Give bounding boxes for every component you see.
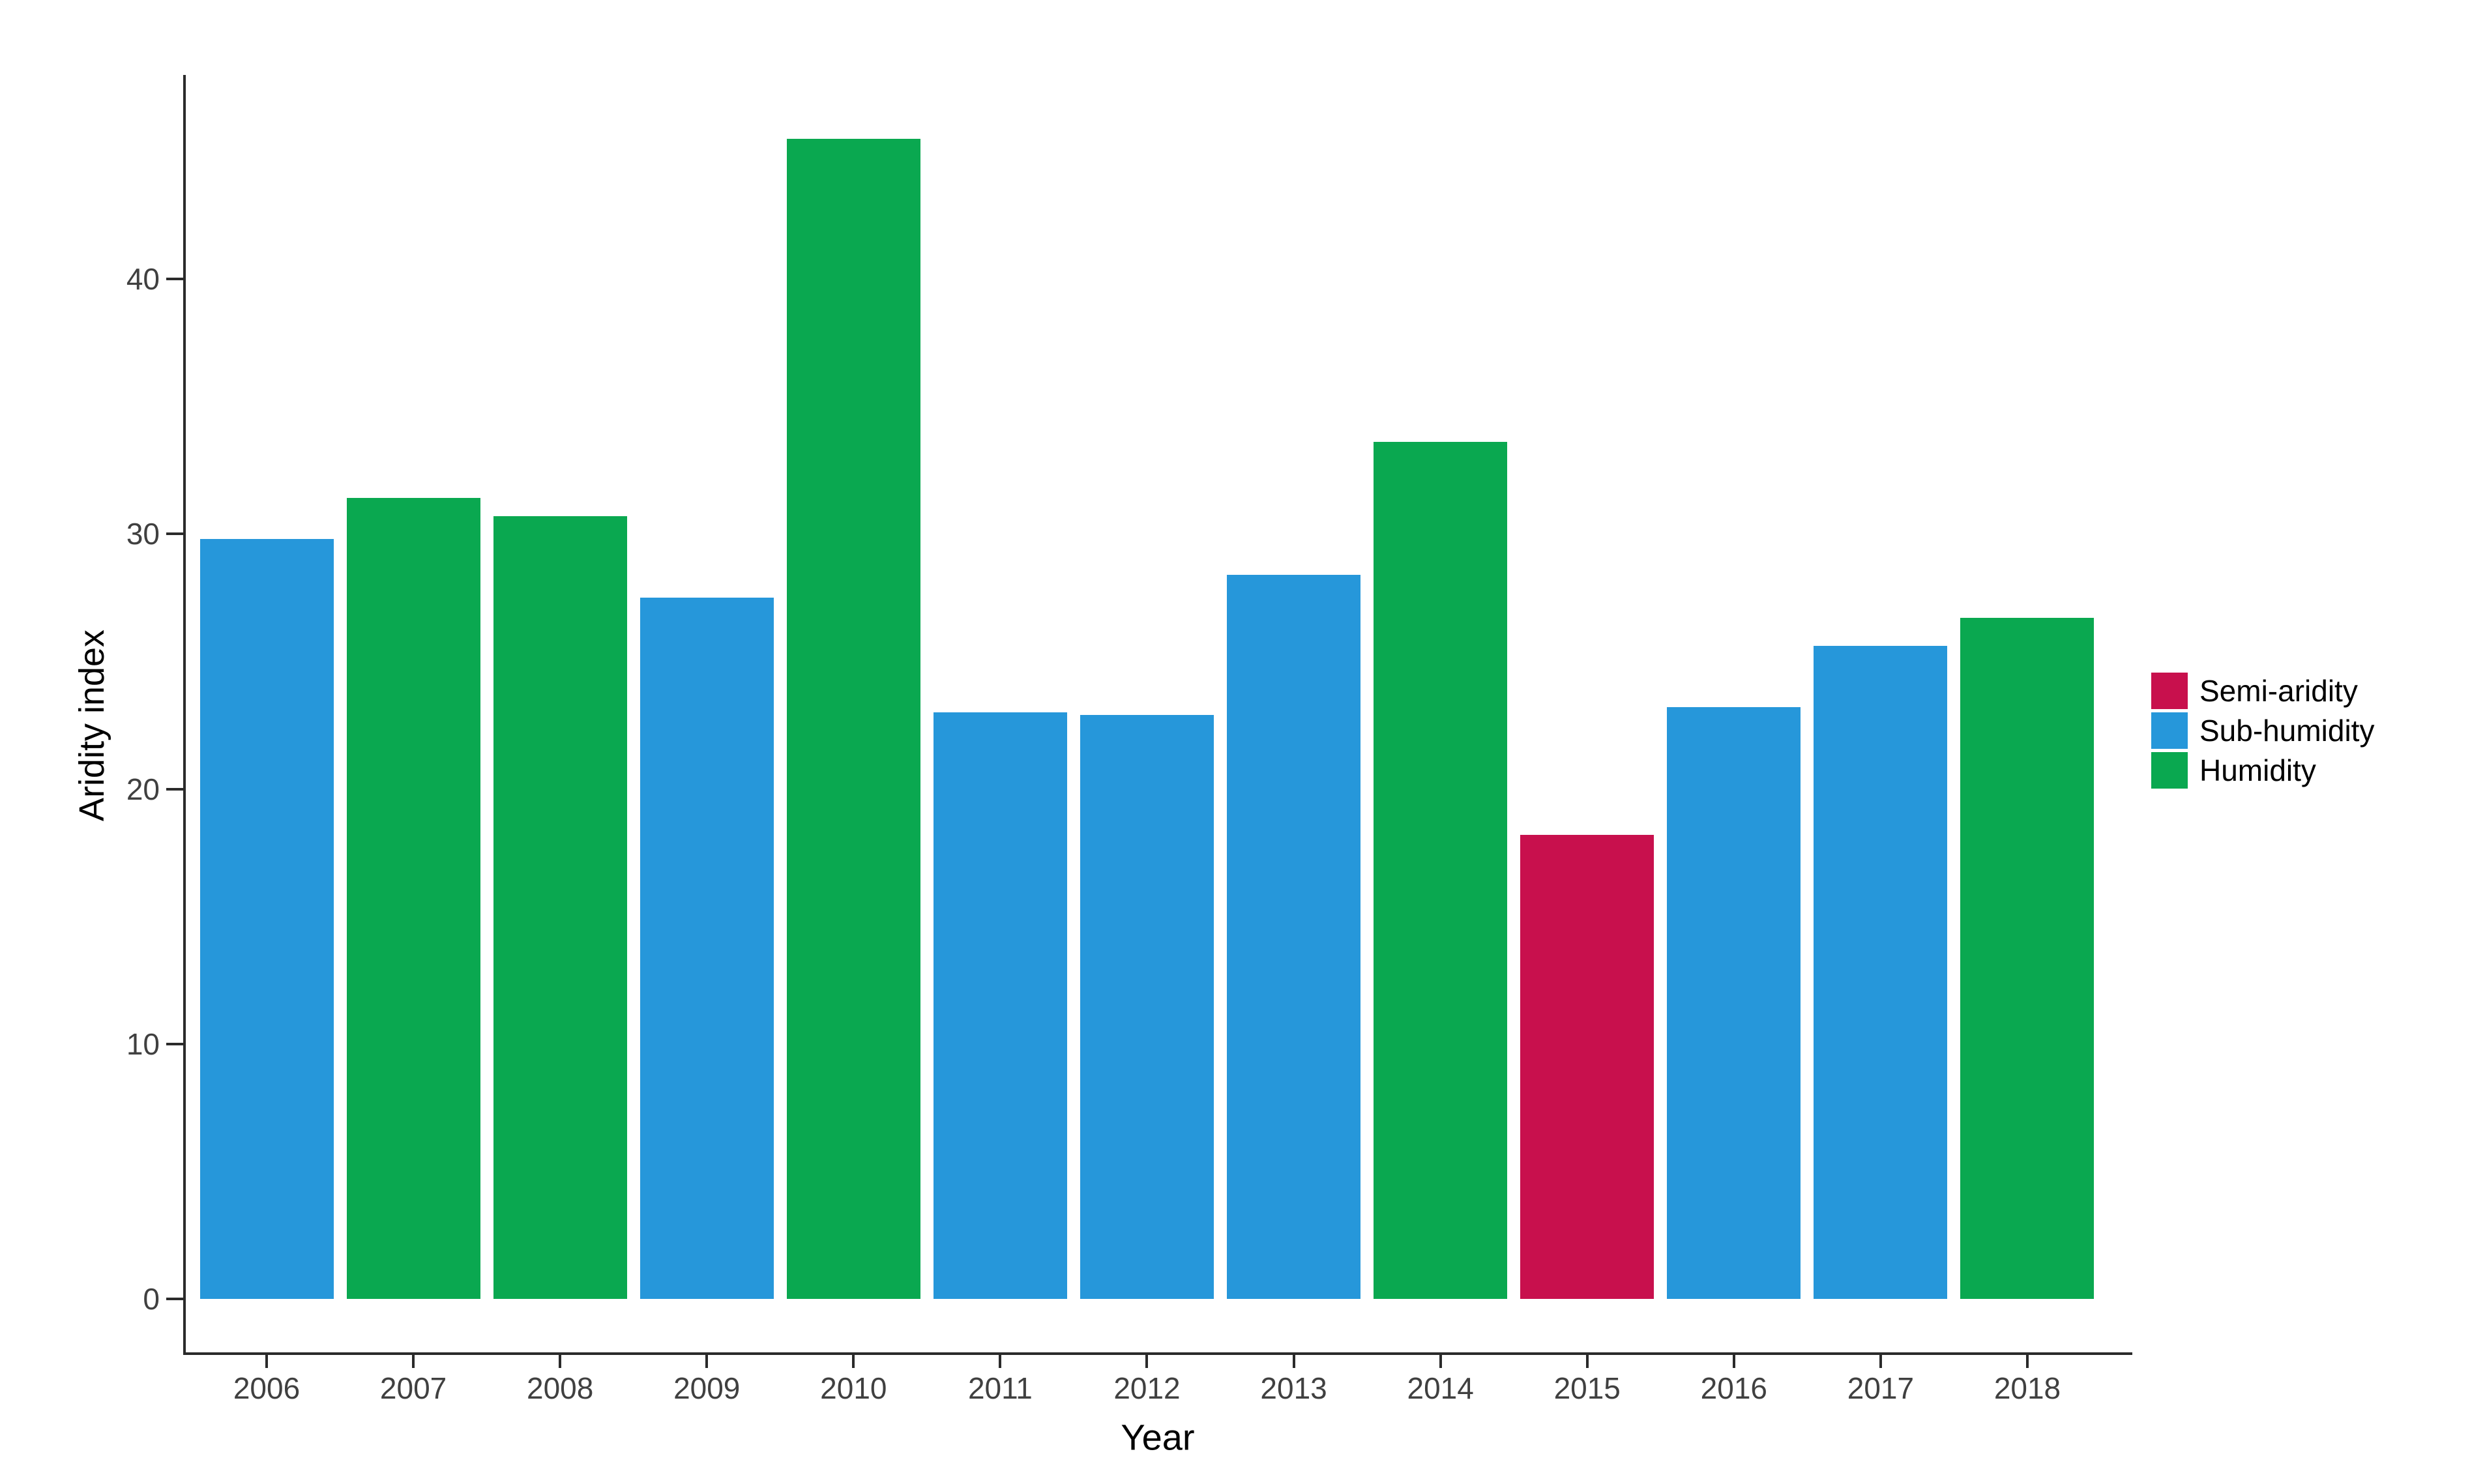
y-tick-label-0: 0 (143, 1282, 160, 1316)
x-tick-label-2012: 2012 (1113, 1371, 1181, 1405)
bar-2012 (1080, 715, 1214, 1299)
y-tick-label-40: 40 (126, 262, 160, 296)
bar-2016 (1667, 707, 1801, 1299)
y-tick-label-20: 20 (126, 772, 160, 806)
y-tick-mark-20 (166, 787, 183, 791)
x-tick-mark-2007 (412, 1355, 415, 1368)
x-tick-label-2014: 2014 (1407, 1371, 1474, 1405)
y-tick-mark-0 (166, 1298, 183, 1300)
y-tick-label-10: 10 (126, 1026, 160, 1061)
x-tick-label-2017: 2017 (1847, 1371, 1915, 1405)
y-axis-line (183, 75, 186, 1355)
x-tick-label-2015: 2015 (1553, 1371, 1621, 1405)
legend-key-swatch (2151, 673, 2188, 709)
x-tick-mark-2013 (1292, 1355, 1295, 1368)
y-tick-mark-40 (166, 278, 183, 280)
x-tick-mark-2017 (1879, 1355, 1882, 1368)
x-tick-mark-2014 (1439, 1355, 1442, 1368)
x-tick-mark-2006 (265, 1355, 268, 1368)
x-tick-label-2007: 2007 (379, 1371, 447, 1405)
bar-2018 (1960, 618, 2095, 1299)
x-tick-label-2016: 2016 (1700, 1371, 1767, 1405)
x-tick-label-2009: 2009 (673, 1371, 741, 1405)
plot-panel (184, 75, 2132, 1352)
x-tick-mark-2011 (999, 1355, 1002, 1368)
x-tick-mark-2015 (1585, 1355, 1589, 1368)
x-tick-mark-2016 (1732, 1355, 1735, 1368)
x-axis-line (183, 1352, 2132, 1355)
bar-2008 (493, 516, 627, 1299)
legend-key-swatch (2151, 712, 2188, 749)
x-tick-label-2018: 2018 (1993, 1371, 2061, 1405)
bar-2006 (199, 539, 334, 1299)
bar-2017 (1814, 646, 1948, 1299)
legend-label: Humidity (2199, 753, 2316, 787)
x-tick-mark-2018 (2025, 1355, 2029, 1368)
bar-2007 (346, 498, 480, 1299)
y-tick-mark-30 (166, 532, 183, 536)
x-tick-mark-2008 (559, 1355, 562, 1368)
x-tick-mark-2012 (1145, 1355, 1149, 1368)
legend-label: Sub-humidity (2199, 714, 2375, 748)
x-axis-title: Year (1121, 1416, 1195, 1458)
bar-2015 (1520, 834, 1654, 1299)
y-axis-title: Aridity index (72, 629, 111, 822)
bar-2011 (933, 712, 1067, 1299)
bar-2010 (786, 138, 920, 1299)
x-tick-label-2011: 2011 (967, 1371, 1033, 1405)
y-tick-label-30: 30 (126, 517, 160, 551)
bar-2014 (1374, 442, 1508, 1299)
legend-label: Semi-aridity (2199, 674, 2358, 708)
x-tick-mark-2010 (852, 1355, 855, 1368)
bar-2009 (640, 598, 774, 1299)
x-tick-label-2013: 2013 (1260, 1371, 1327, 1405)
bar-2013 (1227, 574, 1361, 1299)
y-tick-mark-10 (166, 1042, 183, 1045)
x-tick-mark-2009 (705, 1355, 709, 1368)
x-tick-label-2010: 2010 (820, 1371, 887, 1405)
x-tick-label-2008: 2008 (526, 1371, 594, 1405)
x-tick-label-2006: 2006 (233, 1371, 301, 1405)
legend-key-swatch (2151, 752, 2188, 789)
